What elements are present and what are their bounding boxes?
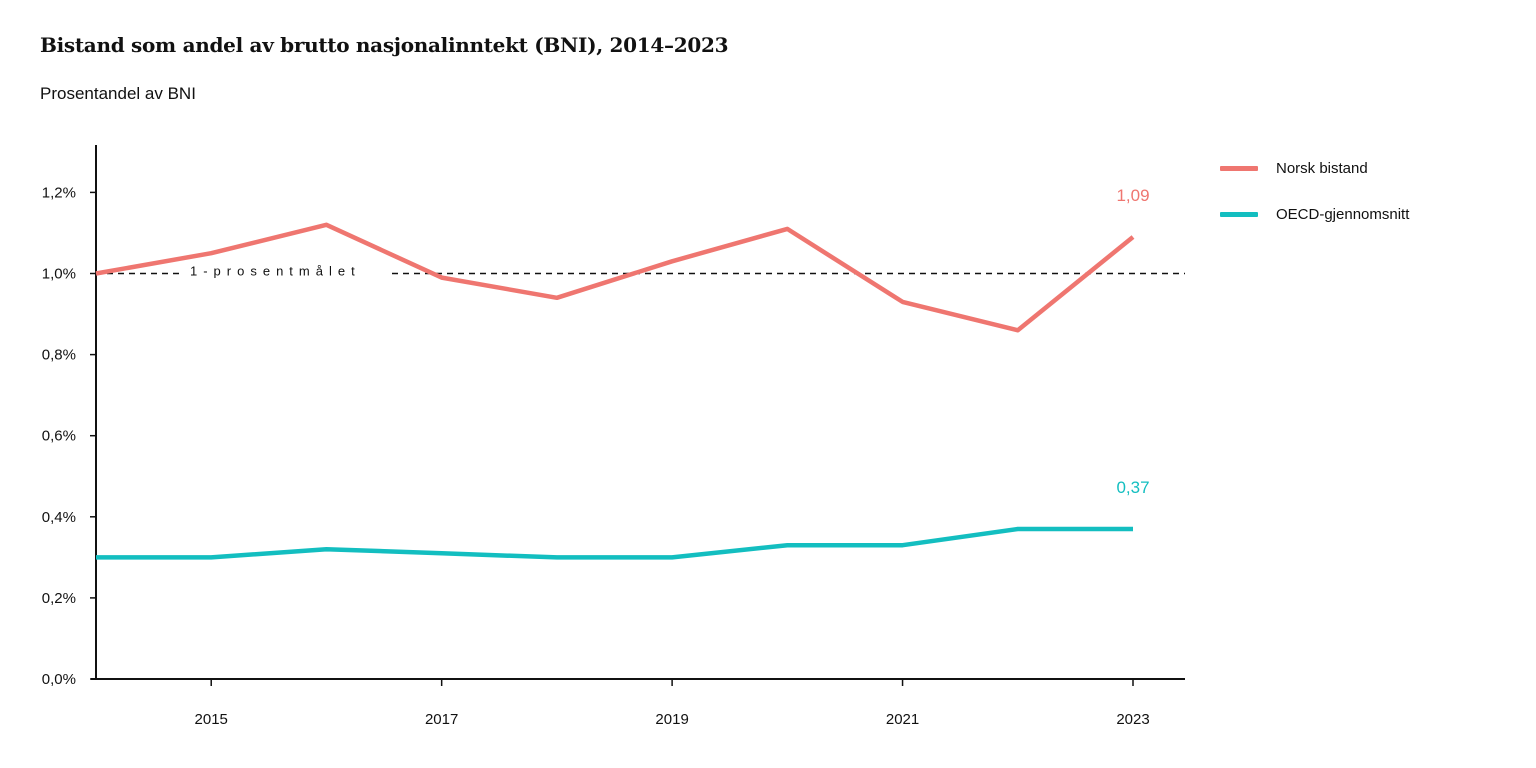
y-tick-label: 0,8% bbox=[42, 347, 76, 364]
legend-item-oecd[interactable]: OECD-gjennomsnitt bbox=[1220, 202, 1409, 226]
legend-label: OECD-gjennomsnitt bbox=[1276, 205, 1410, 223]
x-tick-label: 2015 bbox=[195, 711, 228, 728]
y-tick-label: 0,4% bbox=[42, 509, 76, 526]
y-tick-label: 1,0% bbox=[42, 266, 76, 283]
legend-swatch-norsk-bistand bbox=[1220, 165, 1258, 171]
y-tick-label: 0,2% bbox=[42, 590, 76, 607]
series-line-norsk-bistand bbox=[95, 222, 1135, 333]
end-value-label: 0,37 bbox=[1116, 478, 1149, 497]
y-tick-label: 0,6% bbox=[42, 428, 76, 445]
y-tick-label: 1,2% bbox=[42, 184, 76, 201]
legend-item-norsk-bistand[interactable]: Norsk bistand bbox=[1220, 156, 1409, 180]
legend: Norsk bistand OECD-gjennomsnitt bbox=[1220, 156, 1409, 248]
x-tick-label: 2021 bbox=[886, 711, 919, 728]
chart-subtitle: Prosentandel av BNI bbox=[40, 84, 196, 103]
x-tick-label: 2017 bbox=[425, 711, 458, 728]
end-value-label: 1,09 bbox=[1116, 186, 1149, 205]
legend-label: Norsk bistand bbox=[1276, 159, 1368, 177]
reference-line-label: 1-prosentmålet bbox=[190, 264, 361, 279]
series-line-oecd-gjennomsnitt bbox=[96, 526, 1133, 560]
legend-swatch-oecd bbox=[1220, 211, 1258, 217]
chart-title: Bistand som andel av brutto nasjonalinnt… bbox=[40, 33, 729, 57]
y-tick-label: 0,0% bbox=[42, 671, 76, 688]
x-tick-label: 2019 bbox=[655, 711, 688, 728]
x-tick-label: 2023 bbox=[1116, 711, 1149, 728]
